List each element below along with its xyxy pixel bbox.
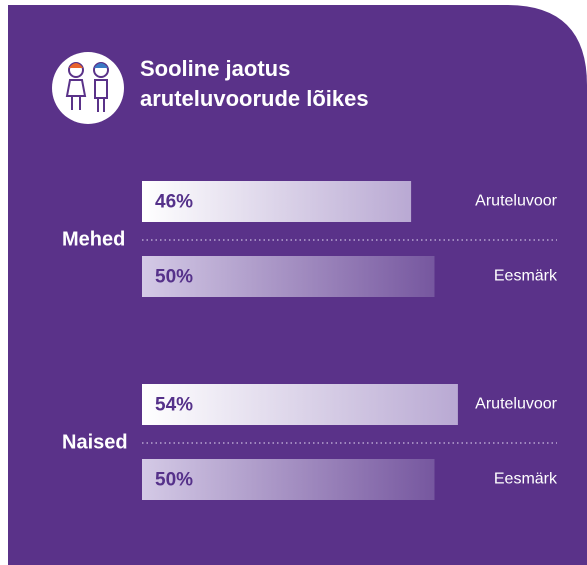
series-label: Aruteluvoor: [475, 396, 557, 413]
series-label: Eesmärk: [494, 471, 558, 488]
chart-title: aruteluvoorude lõikes: [140, 86, 369, 111]
value-label: 50%: [155, 470, 193, 491]
category-label: Mehed: [62, 228, 125, 250]
bar: [142, 384, 458, 425]
bar: [142, 256, 435, 297]
value-label: 46%: [155, 192, 193, 213]
chart-title: Sooline jaotus: [140, 56, 290, 81]
series-label: Aruteluvoor: [475, 193, 557, 210]
category-label: Naised: [62, 431, 128, 453]
bar: [142, 459, 435, 500]
bar: [142, 181, 412, 222]
value-label: 54%: [155, 395, 193, 416]
series-label: Eesmärk: [494, 268, 558, 285]
icon: [52, 52, 124, 124]
value-label: 50%: [155, 267, 193, 288]
